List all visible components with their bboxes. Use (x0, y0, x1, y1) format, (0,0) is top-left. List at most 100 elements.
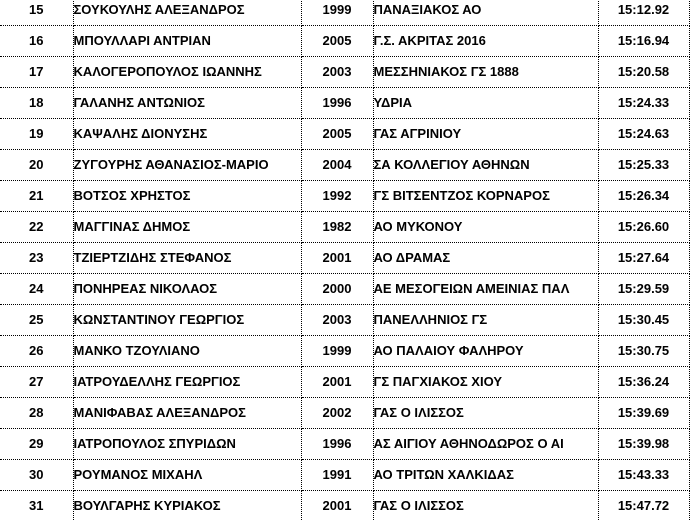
rank-cell: 21 (0, 180, 74, 212)
athlete-name-cell: ΒΟΤΣΟΣ ΧΡΗΣΤΟΣ (73, 180, 302, 212)
table-row: 23 ΤΖΙΕΡΤΖΙΔΗΣ ΣΤΕΦΑΝΟΣ 2001 ΑΟ ΔΡΑΜΑΣ 15:27… (0, 242, 690, 274)
athlete-name-cell: ΓΑΛΑΝΗΣ ΑΝΤΩΝΙΟΣ (73, 87, 302, 119)
time-cell: 15:29.59 (598, 273, 690, 305)
table-row: 18 ΓΑΛΑΝΗΣ ΑΝΤΩΝΙΟΣ 1996 ΥΔΡΙΑ 15:24.33 (0, 87, 690, 119)
birth-year-cell: 1999 (301, 0, 374, 26)
athlete-name-cell: ΜΑΓΓΙΝΑΣ ΔΗΜΟΣ (73, 211, 302, 243)
club-cell: Γ.Σ. ΑΚΡΙΤΑΣ 2016 (373, 25, 599, 57)
table-row: 22 ΜΑΓΓΙΝΑΣ ΔΗΜΟΣ 1982 ΑΟ ΜΥΚΟΝΟΥ 15:26.60 (0, 211, 690, 243)
athlete-name-cell: ΚΩΝΣΤΑΝΤΙΝΟΥ ΓΕΩΡΓΙΟΣ (73, 304, 302, 336)
time-cell: 15:27.64 (598, 242, 690, 274)
athlete-name-cell: ΚΑΨΑΛΗΣ ΔΙΟΝΥΣΗΣ (73, 118, 302, 150)
birth-year-cell: 2001 (301, 366, 374, 398)
time-cell: 15:39.69 (598, 397, 690, 429)
time-cell: 15:26.60 (598, 211, 690, 243)
athlete-name-cell: ΜΑΝΚΟ ΤΖΟΥΛΙΑΝΟ (73, 335, 302, 367)
birth-year-cell: 2005 (301, 118, 374, 150)
birth-year-cell: 1991 (301, 459, 374, 491)
club-cell: ΑΟ ΠΑΛΑΙΟΥ ΦΑΛΗΡΟΥ (373, 335, 599, 367)
rank-cell: 23 (0, 242, 74, 274)
birth-year-cell: 1999 (301, 335, 374, 367)
table-row: 25 ΚΩΝΣΤΑΝΤΙΝΟΥ ΓΕΩΡΓΙΟΣ 2003 ΠΑΝΕΛΛΗΝΙΟΣ Γ… (0, 304, 690, 336)
rank-cell: 26 (0, 335, 74, 367)
club-cell: ΑΟ ΜΥΚΟΝΟΥ (373, 211, 599, 243)
athlete-name-cell: ΚΑΛΟΓΕΡΟΠΟΥΛΟΣ ΙΩΑΝΝΗΣ (73, 56, 302, 88)
time-cell: 15:30.45 (598, 304, 690, 336)
table-row: 20 ΖΥΓΟΥΡΗΣ ΑΘΑΝΑΣΙΟΣ-ΜΑΡΙΟ 2004 ΣΑ ΚΟΛΛΕΓΙ… (0, 149, 690, 181)
time-cell: 15:39.98 (598, 428, 690, 460)
athlete-name-cell: ΣΟΥΚΟΥΛΗΣ ΑΛΕΞΑΝΔΡΟΣ (73, 0, 302, 26)
club-cell: ΑΣ ΑΙΓΙΟΥ ΑΘΗΝΟΔΩΡΟΣ Ο ΑΙ (373, 428, 599, 460)
rank-cell: 27 (0, 366, 74, 398)
table-row: 30 ΡΟΥΜΑΝΟΣ ΜΙΧΑΗΛ 1991 ΑΟ ΤΡΙΤΩΝ ΧΑΛΚΙΔΑΣ 1… (0, 459, 690, 491)
rank-cell: 28 (0, 397, 74, 429)
athlete-name-cell: ΠΟΝΗΡΕΑΣ ΝΙΚΟΛΑΟΣ (73, 273, 302, 305)
rank-cell: 29 (0, 428, 74, 460)
athlete-name-cell: ΙΑΤΡΟΥΔΕΛΛΗΣ ΓΕΩΡΓΙΟΣ (73, 366, 302, 398)
club-cell: ΓΑΣ ΑΓΡΙΝΙΟΥ (373, 118, 599, 150)
birth-year-cell: 1996 (301, 428, 374, 460)
birth-year-cell: 1982 (301, 211, 374, 243)
club-cell: ΓΣ ΠΑΓΧΙΑΚΟΣ ΧΙΟΥ (373, 366, 599, 398)
birth-year-cell: 2001 (301, 490, 374, 520)
table-row: 28 ΜΑΝΙΦΑΒΑΣ ΑΛΕΞΑΝΔΡΟΣ 2002 ΓΑΣ Ο ΙΛΙΣΣΟΣ 1… (0, 397, 690, 429)
rank-cell: 15 (0, 0, 74, 26)
club-cell: ΑΕ ΜΕΣΟΓΕΙΩΝ ΑΜΕΙΝΙΑΣ ΠΑΛ (373, 273, 599, 305)
birth-year-cell: 2000 (301, 273, 374, 305)
time-cell: 15:20.58 (598, 56, 690, 88)
rank-cell: 22 (0, 211, 74, 243)
table-row: 16 ΜΠΟΥΛΛΑΡΙ ΑΝΤΡΙΑΝ 2005 Γ.Σ. ΑΚΡΙΤΑΣ 2016… (0, 25, 690, 57)
table-row: 27 ΙΑΤΡΟΥΔΕΛΛΗΣ ΓΕΩΡΓΙΟΣ 2001 ΓΣ ΠΑΓΧΙΑΚΟΣ … (0, 366, 690, 398)
table-row: 15 ΣΟΥΚΟΥΛΗΣ ΑΛΕΞΑΝΔΡΟΣ 1999 ΠΑΝΑΞΙΑΚΟΣ ΑΟ 1… (0, 0, 690, 26)
rank-cell: 25 (0, 304, 74, 336)
rank-cell: 19 (0, 118, 74, 150)
club-cell: ΜΕΣΣΗΝΙΑΚΟΣ ΓΣ 1888 (373, 56, 599, 88)
birth-year-cell: 2003 (301, 56, 374, 88)
club-cell: ΑΟ ΔΡΑΜΑΣ (373, 242, 599, 274)
birth-year-cell: 2005 (301, 25, 374, 57)
table-row: 24 ΠΟΝΗΡΕΑΣ ΝΙΚΟΛΑΟΣ 2000 ΑΕ ΜΕΣΟΓΕΙΩΝ ΑΜΕΙ… (0, 273, 690, 305)
table-row: 26 ΜΑΝΚΟ ΤΖΟΥΛΙΑΝΟ 1999 ΑΟ ΠΑΛΑΙΟΥ ΦΑΛΗΡΟΥ 1… (0, 335, 690, 367)
club-cell: ΓΣ ΒΙΤΣΕΝΤΖΟΣ ΚΟΡΝΑΡΟΣ (373, 180, 599, 212)
athlete-name-cell: ΤΖΙΕΡΤΖΙΔΗΣ ΣΤΕΦΑΝΟΣ (73, 242, 302, 274)
birth-year-cell: 2003 (301, 304, 374, 336)
rank-cell: 20 (0, 149, 74, 181)
rank-cell: 18 (0, 87, 74, 119)
time-cell: 15:30.75 (598, 335, 690, 367)
club-cell: ΑΟ ΤΡΙΤΩΝ ΧΑΛΚΙΔΑΣ (373, 459, 599, 491)
athlete-name-cell: ΜΠΟΥΛΛΑΡΙ ΑΝΤΡΙΑΝ (73, 25, 302, 57)
time-cell: 15:12.92 (598, 0, 690, 26)
rank-cell: 24 (0, 273, 74, 305)
table-row: 19 ΚΑΨΑΛΗΣ ΔΙΟΝΥΣΗΣ 2005 ΓΑΣ ΑΓΡΙΝΙΟΥ 15:24.… (0, 118, 690, 150)
time-cell: 15:26.34 (598, 180, 690, 212)
table-row: 31 ΒΟΥΛΓΑΡΗΣ ΚΥΡΙΑΚΟΣ 2001 ΓΑΣ Ο ΙΛΙΣΣΟΣ 15:… (0, 490, 690, 520)
club-cell: ΓΑΣ Ο ΙΛΙΣΣΟΣ (373, 397, 599, 429)
club-cell: ΓΑΣ Ο ΙΛΙΣΣΟΣ (373, 490, 599, 520)
birth-year-cell: 2004 (301, 149, 374, 181)
table-row: 17 ΚΑΛΟΓΕΡΟΠΟΥΛΟΣ ΙΩΑΝΝΗΣ 2003 ΜΕΣΣΗΝΙΑΚΟΣ … (0, 56, 690, 88)
birth-year-cell: 1992 (301, 180, 374, 212)
time-cell: 15:36.24 (598, 366, 690, 398)
birth-year-cell: 1996 (301, 87, 374, 119)
athlete-name-cell: ΙΑΤΡΟΠΟΥΛΟΣ ΣΠΥΡΙΔΩΝ (73, 428, 302, 460)
table-row: 21 ΒΟΤΣΟΣ ΧΡΗΣΤΟΣ 1992 ΓΣ ΒΙΤΣΕΝΤΖΟΣ ΚΟΡΝΑΡ… (0, 180, 690, 212)
rank-cell: 16 (0, 25, 74, 57)
athlete-name-cell: ΜΑΝΙΦΑΒΑΣ ΑΛΕΞΑΝΔΡΟΣ (73, 397, 302, 429)
time-cell: 15:47.72 (598, 490, 690, 520)
table-row: 29 ΙΑΤΡΟΠΟΥΛΟΣ ΣΠΥΡΙΔΩΝ 1996 ΑΣ ΑΙΓΙΟΥ ΑΘΗΝ… (0, 428, 690, 460)
time-cell: 15:43.33 (598, 459, 690, 491)
time-cell: 15:24.33 (598, 87, 690, 119)
time-cell: 15:24.63 (598, 118, 690, 150)
athlete-name-cell: ΖΥΓΟΥΡΗΣ ΑΘΑΝΑΣΙΟΣ-ΜΑΡΙΟ (73, 149, 302, 181)
club-cell: ΠΑΝΕΛΛΗΝΙΟΣ ΓΣ (373, 304, 599, 336)
birth-year-cell: 2002 (301, 397, 374, 429)
club-cell: ΠΑΝΑΞΙΑΚΟΣ ΑΟ (373, 0, 599, 26)
athlete-name-cell: ΡΟΥΜΑΝΟΣ ΜΙΧΑΗΛ (73, 459, 302, 491)
club-cell: ΣΑ ΚΟΛΛΕΓΙΟΥ ΑΘΗΝΩΝ (373, 149, 599, 181)
birth-year-cell: 2001 (301, 242, 374, 274)
rank-cell: 30 (0, 459, 74, 491)
time-cell: 15:25.33 (598, 149, 690, 181)
